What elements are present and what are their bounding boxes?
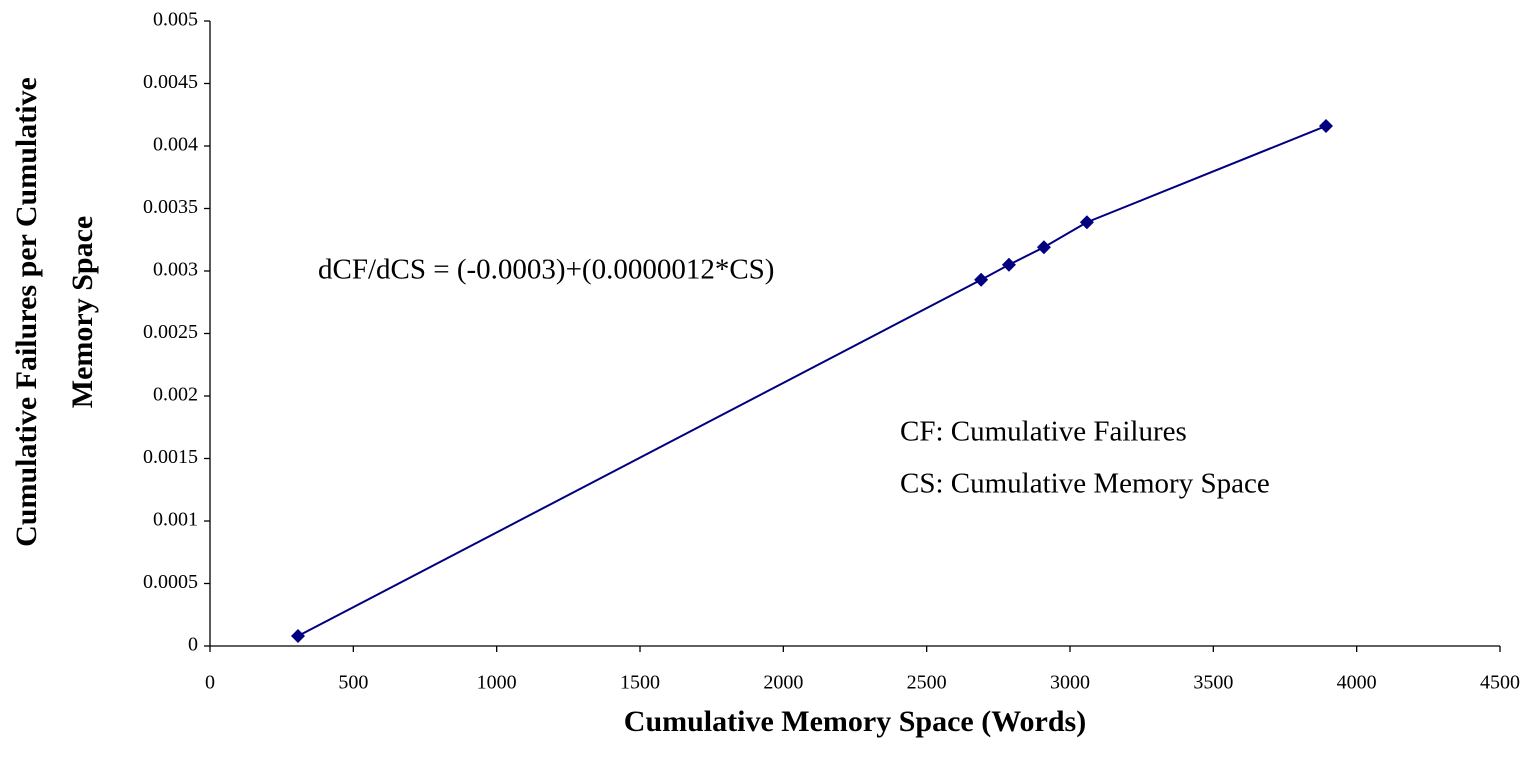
x-tick-label: 0 — [205, 672, 215, 694]
x-tick-label: 3000 — [1050, 672, 1090, 694]
note: CF: Cumulative Failures — [900, 416, 1187, 448]
y-tick-label: 0.002 — [153, 384, 198, 406]
x-tick-label: 4500 — [1480, 672, 1520, 694]
y-tick-label: 0.0015 — [143, 446, 198, 468]
y-tick-label: 0.0005 — [143, 571, 198, 593]
marker — [1318, 119, 1333, 133]
y-axis-label: Memory Space — [66, 216, 99, 408]
marker — [1079, 215, 1094, 230]
x-tick-label: 500 — [338, 672, 368, 694]
x-tick-label: 1500 — [620, 672, 660, 694]
x-axis-label: Cumulative Memory Space (Words) — [624, 705, 1086, 738]
equation: dCF/dCS = (-0.0003)+(0.0000012*CS) — [318, 254, 774, 286]
x-tick-label: 2500 — [907, 672, 947, 694]
series-line — [297, 125, 1327, 637]
x-tick-label: 3500 — [1193, 672, 1233, 694]
y-tick-label: 0.0025 — [143, 321, 198, 343]
x-tick-label: 4000 — [1337, 672, 1377, 694]
marker — [291, 629, 306, 643]
y-tick-label: 0.005 — [153, 9, 198, 31]
x-tick-label: 2000 — [763, 672, 803, 694]
y-axis-label-group: Cumulative Failures per Cumulative Memor… — [10, 77, 99, 547]
y-tick-label: 0.0045 — [143, 71, 198, 93]
y-tick-label: 0.003 — [153, 259, 198, 281]
marker — [974, 272, 989, 287]
y-tick-label: 0.004 — [153, 134, 198, 156]
note: CS: Cumulative Memory Space — [900, 468, 1270, 500]
y-tick-label: 0.0035 — [143, 196, 198, 218]
y-tick-label: 0.001 — [153, 509, 198, 531]
marker — [1036, 240, 1051, 255]
marker — [1001, 257, 1016, 272]
y-axis-label: Cumulative Failures per Cumulative — [10, 77, 43, 547]
y-tick-label: 0 — [188, 634, 198, 656]
x-tick-label: 1000 — [477, 672, 517, 694]
